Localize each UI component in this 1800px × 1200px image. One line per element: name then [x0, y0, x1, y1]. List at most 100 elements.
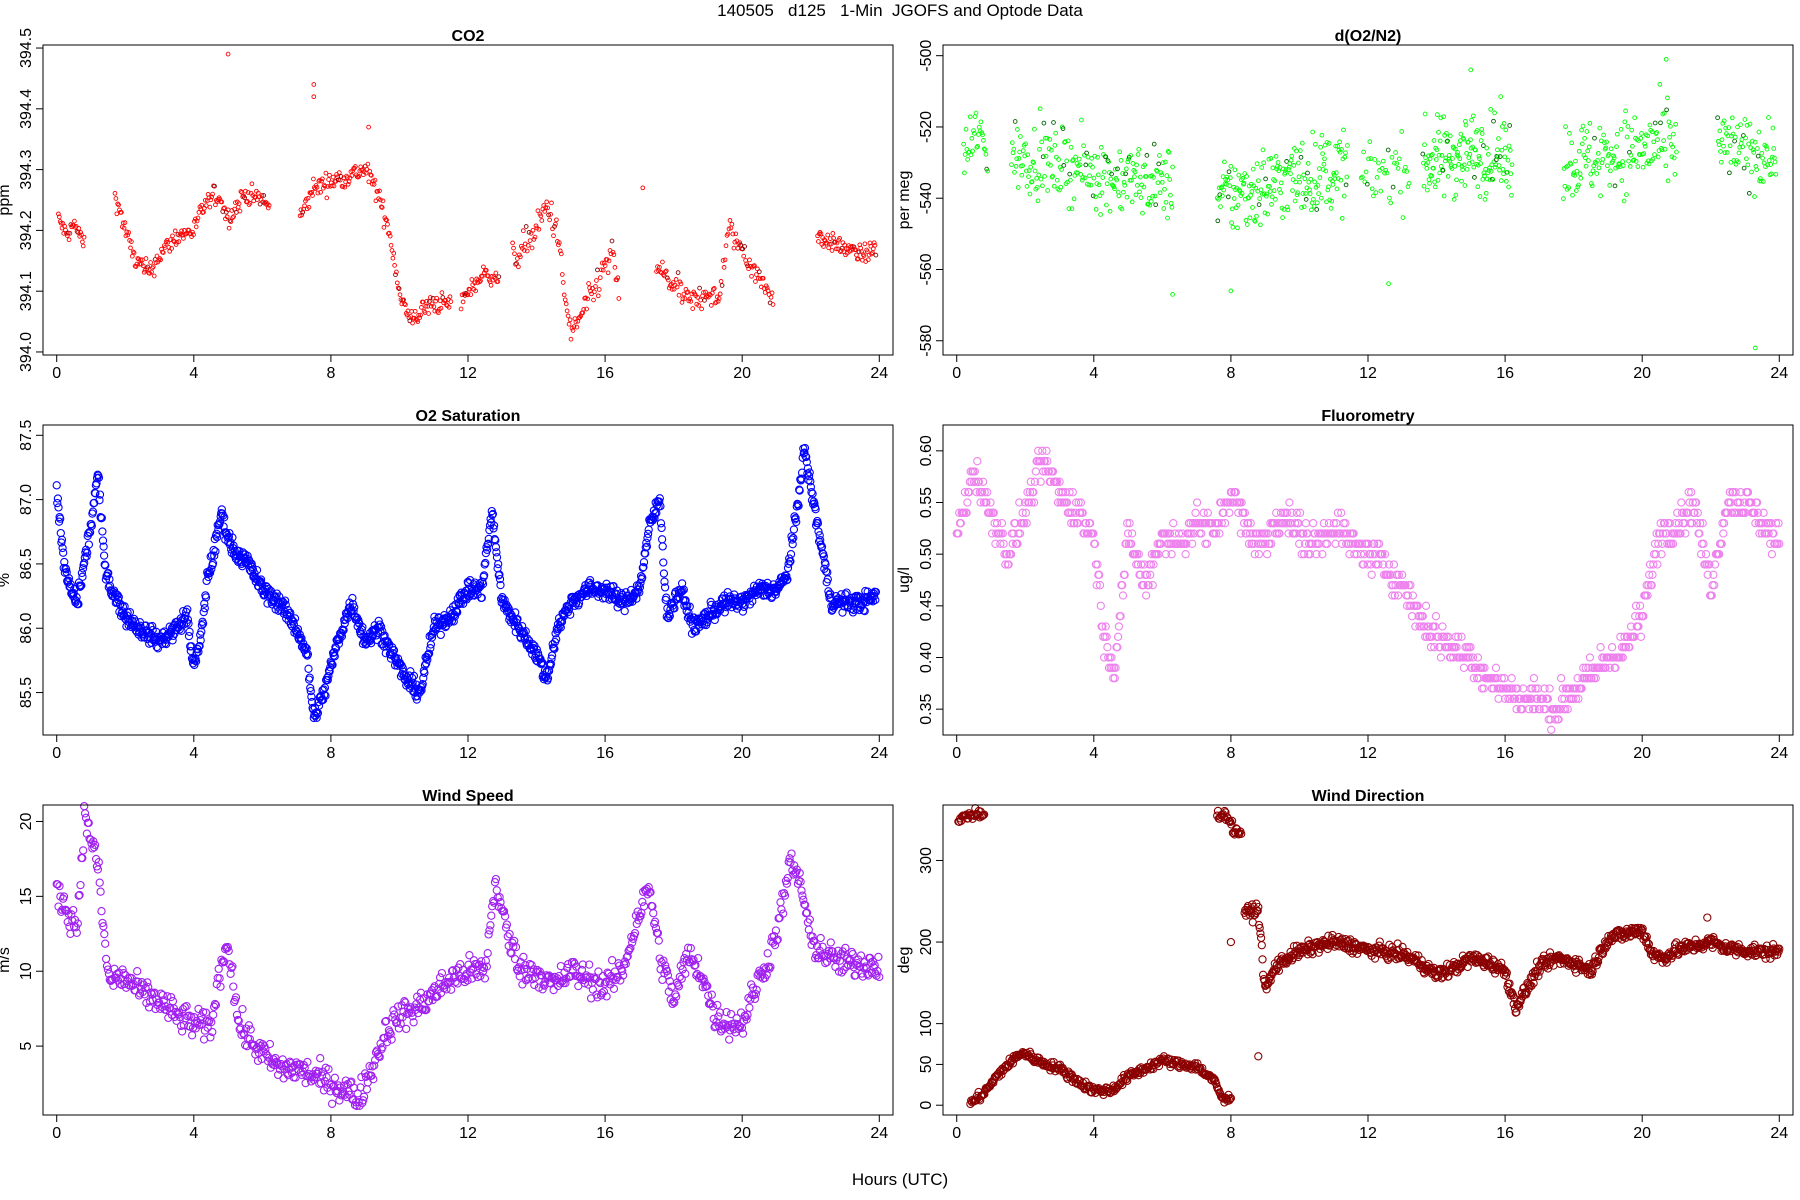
data-point [1580, 123, 1586, 129]
data-point [1029, 498, 1039, 507]
data-point [562, 297, 568, 303]
data-point [1693, 508, 1702, 517]
data-point [1731, 488, 1740, 497]
data-point [422, 659, 431, 668]
data-point [1011, 519, 1020, 528]
data-point [1710, 581, 1719, 590]
data-point [764, 285, 770, 291]
data-point [56, 214, 62, 220]
data-point [1249, 189, 1255, 194]
data-point [1093, 194, 1098, 200]
data-point [871, 587, 881, 597]
data-point [1267, 189, 1273, 194]
data-point [591, 297, 596, 303]
data-point [1333, 143, 1339, 149]
wind-speed-panel: Wind Speed m/s 0 4 8 12 16 20 24 5 10 15 20 [0, 778, 900, 1143]
data-point [1048, 467, 1058, 476]
data-point [841, 943, 850, 953]
data-point [195, 641, 204, 651]
data-point [704, 991, 713, 1000]
data-point [434, 295, 439, 301]
data-point [1157, 190, 1163, 196]
data-point [662, 612, 671, 621]
data-point [816, 239, 821, 244]
data-point [1759, 150, 1765, 156]
data-point [229, 982, 238, 991]
data-point [813, 519, 823, 528]
data-point [53, 880, 62, 889]
data-point [1076, 498, 1086, 507]
data-point [1422, 632, 1432, 641]
data-point [695, 295, 700, 300]
data-point [546, 659, 556, 669]
data-point [433, 298, 439, 304]
data-point [1113, 632, 1123, 641]
data-point [656, 502, 665, 511]
data-point [560, 280, 566, 285]
data-point [1044, 467, 1054, 476]
data-point [1107, 208, 1113, 214]
data-point [1012, 119, 1018, 124]
plot-frame [942, 44, 1794, 356]
data-point [336, 170, 342, 175]
data-point [996, 539, 1005, 548]
data-point [1758, 178, 1764, 184]
data-point [1696, 519, 1705, 528]
data-point [1687, 488, 1696, 497]
data-point [487, 911, 496, 920]
data-point [1362, 179, 1368, 185]
data-point [242, 195, 247, 201]
data-point [1703, 570, 1712, 579]
data-point [500, 595, 509, 605]
data-point [662, 593, 671, 602]
data-point [1626, 158, 1631, 164]
data-point [795, 486, 804, 495]
data-point [99, 922, 108, 931]
data-point [1051, 183, 1057, 189]
data-point [766, 962, 775, 972]
y-tick-label: 394.3 [18, 149, 35, 189]
data-point [665, 277, 671, 283]
data-point [474, 961, 483, 971]
data-point [420, 661, 430, 670]
data-point [403, 302, 408, 308]
data-point [584, 306, 589, 312]
data-point [409, 671, 419, 681]
data-point [702, 298, 707, 303]
data-point [1079, 177, 1085, 183]
data-point [183, 605, 192, 614]
data-point [1652, 152, 1657, 157]
data-point [1378, 188, 1384, 194]
data-point [1259, 165, 1265, 170]
data-point [336, 177, 341, 183]
data-point [165, 239, 171, 245]
data-point [835, 956, 845, 965]
data-point [865, 257, 871, 263]
data-point [1475, 184, 1481, 190]
data-point [1091, 175, 1097, 181]
data-point [1576, 182, 1581, 188]
data-point [1740, 144, 1746, 150]
data-point [1437, 170, 1443, 176]
data-point [1114, 177, 1120, 183]
y-tick-label: 87.5 [18, 420, 35, 451]
data-point [683, 943, 693, 952]
data-point [1248, 529, 1258, 538]
data-point [370, 1061, 379, 1070]
data-point [682, 296, 688, 301]
data-point [1329, 198, 1335, 204]
data-point [620, 606, 629, 616]
data-point [323, 170, 329, 176]
data-point [1135, 152, 1141, 157]
data-point [143, 978, 152, 987]
data-point [549, 200, 554, 206]
x-tick-label: 16 [596, 365, 614, 382]
data-point [154, 253, 160, 259]
data-point [205, 1016, 214, 1025]
data-point [1098, 622, 1107, 631]
data-point [492, 548, 501, 557]
data-point [1574, 694, 1583, 703]
data-point [1250, 166, 1256, 172]
data-point [1507, 148, 1513, 153]
data-point [606, 582, 615, 591]
